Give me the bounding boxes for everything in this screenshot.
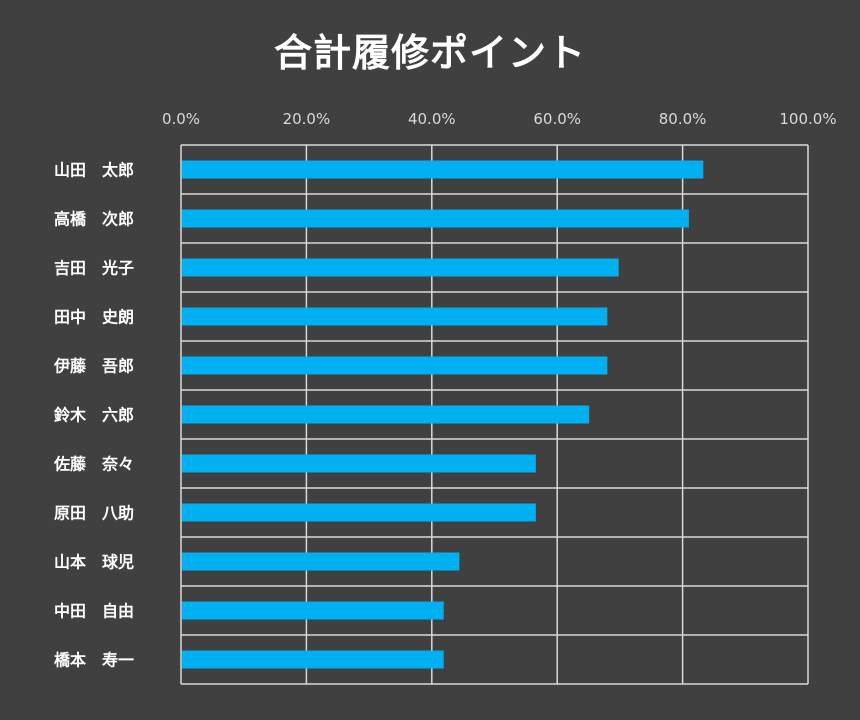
category-label: 伊藤 吾郎	[53, 357, 134, 376]
category-label: 原田 八助	[54, 504, 134, 523]
x-tick-label: 100.0%	[779, 110, 836, 128]
category-label: 吉田 光子	[54, 259, 134, 278]
category-label: 田中 史朗	[54, 308, 134, 327]
x-tick-label: 80.0%	[659, 110, 707, 128]
x-tick-label: 0.0%	[162, 110, 200, 128]
category-label: 佐藤 奈々	[53, 455, 134, 474]
bar	[182, 601, 444, 620]
category-label: 鈴木 六郎	[54, 406, 134, 425]
bar	[182, 160, 704, 179]
bar	[182, 209, 689, 228]
category-label: 中田 自由	[54, 602, 134, 621]
bar	[182, 356, 608, 375]
bar	[182, 650, 444, 669]
category-label: 山田 太郎	[54, 161, 134, 180]
category-label: 橋本 寿一	[54, 651, 134, 670]
x-tick-label: 40.0%	[408, 110, 456, 128]
x-tick-label: 60.0%	[533, 110, 581, 128]
bar	[182, 454, 536, 473]
bar	[182, 258, 619, 277]
bar	[182, 552, 460, 571]
chart-title: 合計履修ポイント	[273, 31, 586, 75]
category-label: 山本 球児	[54, 553, 134, 572]
category-label: 高橋 次郎	[54, 210, 134, 229]
bar	[182, 405, 590, 424]
bar	[182, 503, 536, 522]
bar	[182, 307, 608, 326]
x-tick-label: 20.0%	[283, 110, 331, 128]
